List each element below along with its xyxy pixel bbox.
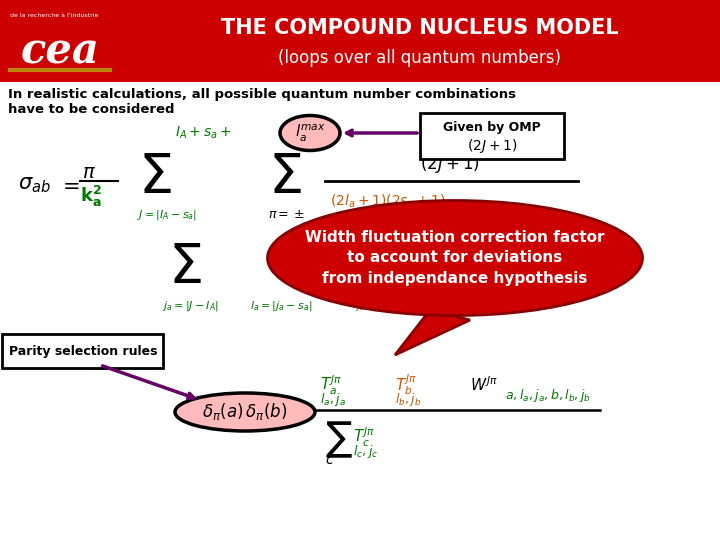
FancyBboxPatch shape bbox=[420, 113, 564, 159]
Text: Parity selection rules: Parity selection rules bbox=[9, 345, 157, 357]
Text: to account for deviations: to account for deviations bbox=[347, 251, 562, 266]
Text: $W^{J\pi}$: $W^{J\pi}$ bbox=[470, 376, 498, 394]
Text: $\Sigma$: $\Sigma$ bbox=[168, 241, 202, 295]
Text: $j_a=|J-I_A|$: $j_a=|J-I_A|$ bbox=[162, 299, 219, 313]
Text: (loops over all quantum numbers): (loops over all quantum numbers) bbox=[279, 49, 562, 67]
Text: $\delta_\pi(a)\,\delta_\pi(b)$: $\delta_\pi(a)\,\delta_\pi(b)$ bbox=[202, 402, 288, 422]
FancyBboxPatch shape bbox=[0, 0, 720, 82]
Text: have to be considered: have to be considered bbox=[8, 103, 174, 116]
Text: $l_a, j_a$: $l_a, j_a$ bbox=[320, 392, 346, 408]
Text: $l_b, j_b$: $l_b, j_b$ bbox=[395, 392, 421, 408]
Text: $a, l_a, j_a, b, l_b, j_b$: $a, l_a, j_a, b, l_b, j_b$ bbox=[505, 387, 591, 403]
Text: $l_b=|j_b-s_b|$: $l_b=|j_b-s_b|$ bbox=[400, 299, 463, 313]
Text: $T_a^{J\pi}$: $T_a^{J\pi}$ bbox=[320, 373, 342, 396]
Text: In realistic calculations, all possible quantum number combinations: In realistic calculations, all possible … bbox=[8, 88, 516, 101]
Ellipse shape bbox=[175, 393, 315, 431]
Ellipse shape bbox=[268, 200, 642, 315]
Text: Given by OMP: Given by OMP bbox=[443, 122, 541, 134]
Text: $\mathbf{k_a^2}$: $\mathbf{k_a^2}$ bbox=[80, 184, 102, 208]
Text: $(2J+1)$: $(2J+1)$ bbox=[467, 137, 517, 155]
Text: $T_b^{J\pi}$: $T_b^{J\pi}$ bbox=[395, 373, 417, 397]
Text: $J=|I_A-s_a|$: $J=|I_A-s_a|$ bbox=[137, 208, 197, 222]
Text: $l_a^{max}$: $l_a^{max}$ bbox=[294, 123, 325, 144]
Text: $\Sigma$: $\Sigma$ bbox=[268, 151, 302, 205]
Text: $\pi=\pm$: $\pi=\pm$ bbox=[268, 208, 305, 221]
Text: THE COMPOUND NUCLEUS MODEL: THE COMPOUND NUCLEUS MODEL bbox=[221, 18, 618, 38]
Text: $\sum$: $\sum$ bbox=[325, 420, 353, 460]
Text: $=$: $=$ bbox=[58, 175, 79, 195]
Text: $c$: $c$ bbox=[325, 453, 334, 467]
Text: $\pi$: $\pi$ bbox=[82, 164, 96, 183]
Text: Width fluctuation correction factor: Width fluctuation correction factor bbox=[305, 231, 605, 246]
FancyBboxPatch shape bbox=[2, 334, 163, 368]
Ellipse shape bbox=[280, 116, 340, 151]
Polygon shape bbox=[395, 310, 470, 355]
Text: from independance hypothesis: from independance hypothesis bbox=[323, 271, 588, 286]
Text: $l_a=|j_a-s_a|$: $l_a=|j_a-s_a|$ bbox=[250, 299, 312, 313]
Text: $(2l_a +1)(2s_a+1)$: $(2l_a +1)(2s_a+1)$ bbox=[330, 192, 446, 210]
Text: $\sigma_{ab}$: $\sigma_{ab}$ bbox=[18, 175, 51, 195]
Text: de la recherche à l'industrie: de la recherche à l'industrie bbox=[10, 13, 99, 18]
Text: $l_c, j_c$: $l_c, j_c$ bbox=[353, 443, 378, 461]
Text: $j_b$: $j_b$ bbox=[355, 299, 366, 313]
Text: cea: cea bbox=[21, 31, 99, 73]
Text: $I_A + s_a +$: $I_A + s_a +$ bbox=[175, 125, 232, 141]
Text: $(2J+1)$: $(2J+1)$ bbox=[420, 153, 480, 175]
Text: $T_c^{J\pi}$: $T_c^{J\pi}$ bbox=[353, 426, 375, 449]
Text: $\Sigma$: $\Sigma$ bbox=[138, 151, 171, 205]
